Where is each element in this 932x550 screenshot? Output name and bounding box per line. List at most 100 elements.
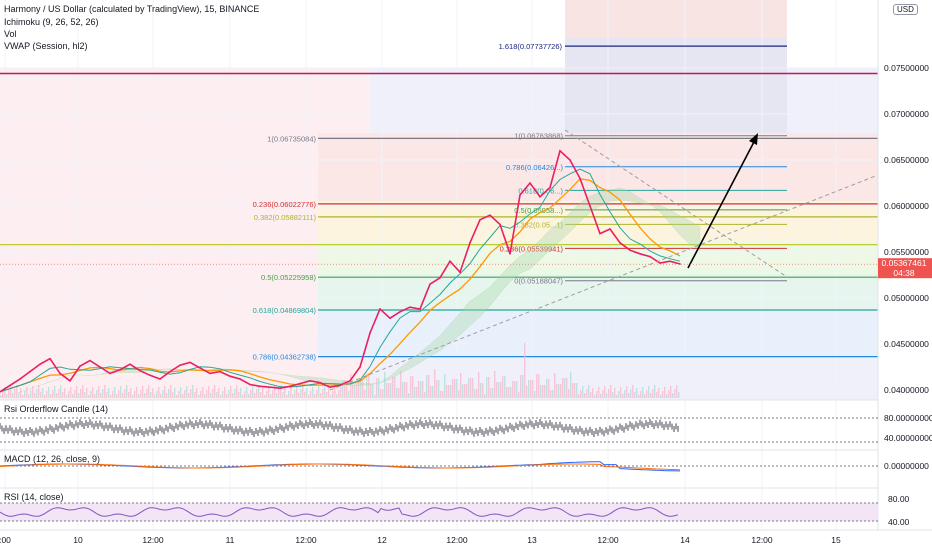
rsi-title: RSI (14, close) bbox=[4, 492, 64, 502]
volume-bar bbox=[214, 385, 216, 398]
volume-bar bbox=[592, 388, 594, 398]
price-tick-label: 0.06000000 bbox=[884, 201, 929, 211]
volume-bar bbox=[72, 394, 74, 398]
volume-bar bbox=[532, 380, 534, 398]
rsi-tick-40: 40.00 bbox=[888, 517, 910, 527]
volume-bar bbox=[590, 392, 592, 398]
time-axis-label: 12:00 bbox=[142, 535, 164, 545]
volume-bar bbox=[212, 389, 214, 398]
indicator-vwap[interactable]: VWAP (Session, hl2) bbox=[4, 41, 88, 51]
volume-bar bbox=[430, 386, 432, 398]
volume-bar bbox=[672, 393, 674, 398]
volume-bar bbox=[584, 393, 586, 398]
volume-bar bbox=[520, 375, 522, 398]
volume-bar bbox=[124, 389, 126, 398]
volume-bar bbox=[272, 390, 274, 398]
volume-bar bbox=[56, 393, 58, 398]
volume-bar bbox=[154, 395, 156, 398]
time-axis-label: 12 bbox=[377, 535, 387, 545]
volume-bar bbox=[674, 389, 676, 398]
volume-bar bbox=[76, 386, 78, 398]
volume-bar bbox=[626, 386, 628, 398]
volume-bar bbox=[158, 387, 160, 398]
volume-bar bbox=[254, 393, 256, 398]
volume-bar bbox=[222, 391, 224, 398]
volume-bar bbox=[602, 390, 604, 398]
volume-bar bbox=[416, 387, 418, 398]
time-axis[interactable]: :00 10 12:00 11 12:00 12 12:00 13 12:00 14 12:00 15 bbox=[0, 535, 841, 545]
volume-bar bbox=[218, 388, 220, 398]
volume-bar bbox=[2, 391, 4, 398]
volume-bar bbox=[6, 394, 8, 398]
volume-bar bbox=[326, 392, 328, 398]
volume-bar bbox=[252, 386, 254, 398]
volume-bar bbox=[426, 375, 428, 398]
volume-bar bbox=[340, 386, 342, 398]
volume-bar bbox=[70, 387, 72, 398]
indicator-ichimoku[interactable]: Ichimoku (9, 26, 52, 26) bbox=[4, 17, 99, 27]
volume-bar bbox=[338, 390, 340, 398]
volume-bar bbox=[54, 386, 56, 398]
volume-bar bbox=[644, 394, 646, 398]
volume-bar bbox=[230, 386, 232, 398]
indicator-volume[interactable]: Vol bbox=[4, 29, 17, 39]
time-axis-label: 12:00 bbox=[751, 535, 773, 545]
volume-bar bbox=[86, 388, 88, 398]
volume-bar bbox=[354, 385, 356, 398]
volume-bar bbox=[268, 387, 270, 398]
fib-label: 0.786(0.04362738) bbox=[253, 353, 317, 362]
volume-bar bbox=[144, 393, 146, 398]
volume-bar bbox=[136, 387, 138, 398]
volume-bar bbox=[280, 385, 282, 398]
volume-bar bbox=[262, 388, 264, 398]
volume-bar bbox=[64, 388, 66, 398]
volume-bar bbox=[106, 392, 108, 398]
volume-bar bbox=[474, 389, 476, 398]
volume-bar bbox=[216, 392, 218, 398]
fib-extension-label: 1(0.06763868) bbox=[514, 132, 563, 141]
volume-bar bbox=[22, 395, 24, 398]
fib-extension-label: 0.382(0.05...1) bbox=[514, 220, 563, 229]
volume-bar bbox=[334, 387, 336, 398]
volume-bar bbox=[452, 379, 454, 398]
volume-bar bbox=[526, 386, 528, 398]
volume-bar bbox=[228, 390, 230, 398]
volume-bar bbox=[190, 389, 192, 398]
volume-bar bbox=[518, 392, 520, 398]
volume-bar bbox=[68, 391, 70, 398]
volume-bar bbox=[406, 382, 408, 398]
volume-bar bbox=[204, 394, 206, 398]
volume-bar bbox=[422, 381, 424, 398]
volume-bar bbox=[88, 395, 90, 398]
price-tick-label: 0.06500000 bbox=[884, 155, 929, 165]
volume-bar bbox=[42, 388, 44, 398]
volume-bar bbox=[522, 375, 524, 398]
volume-bar bbox=[200, 391, 202, 398]
volume-bar bbox=[160, 394, 162, 398]
volume-bar bbox=[164, 386, 166, 398]
volume-bar bbox=[328, 388, 330, 398]
volume-bar bbox=[122, 393, 124, 398]
volume-bar bbox=[210, 393, 212, 398]
volume-bar bbox=[632, 385, 634, 398]
volume-bar bbox=[412, 376, 414, 398]
volume-bar bbox=[44, 395, 46, 398]
volume-bar bbox=[414, 387, 416, 398]
volume-bar bbox=[38, 385, 40, 398]
ichimoku-conversion-line bbox=[0, 168, 681, 393]
fib-extension-label: 0.5(0.05958...) bbox=[514, 206, 563, 215]
currency-button[interactable]: USD bbox=[893, 4, 918, 15]
volume-bar bbox=[476, 389, 478, 398]
time-axis-label: 13 bbox=[527, 535, 537, 545]
volume-bar bbox=[368, 373, 370, 398]
volume-bar bbox=[574, 383, 576, 398]
volume-bar bbox=[646, 390, 648, 398]
volume-bar bbox=[26, 387, 28, 398]
volume-bar bbox=[30, 390, 32, 398]
volume-bar bbox=[400, 371, 402, 398]
fibonacci-extension-levels: 1(0.06763868) 0.786(0.06426...) 0.618(0.06… bbox=[500, 132, 787, 286]
volume-bar bbox=[294, 390, 296, 398]
volume-bar bbox=[630, 389, 632, 398]
volume-bar bbox=[266, 391, 268, 398]
